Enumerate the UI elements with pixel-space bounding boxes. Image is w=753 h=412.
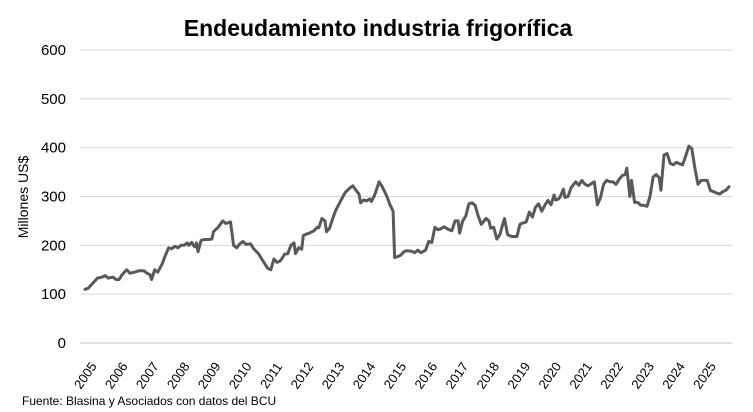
x-tick-label-2006: 2006 bbox=[102, 359, 131, 391]
x-tick-label-2020: 2020 bbox=[535, 359, 564, 391]
x-tick-label-2019: 2019 bbox=[504, 359, 533, 391]
y-tick-label-0: 0 bbox=[58, 335, 66, 352]
series-lines bbox=[83, 144, 731, 291]
x-tick-label-2011: 2011 bbox=[257, 360, 285, 392]
x-tick-label-2009: 2009 bbox=[195, 359, 224, 391]
x-tick-label-2008: 2008 bbox=[164, 359, 193, 391]
x-tick-label-2024: 2024 bbox=[659, 359, 688, 391]
x-tick-label-2010: 2010 bbox=[226, 359, 255, 391]
y-tick-label-200: 200 bbox=[41, 237, 66, 254]
series-line-0 bbox=[83, 144, 731, 291]
y-tick-label-300: 300 bbox=[41, 189, 66, 206]
x-tick-label-2013: 2013 bbox=[319, 359, 348, 391]
chart-title: Endeudamiento industria frigorífica bbox=[184, 15, 573, 41]
x-tick-label-2021: 2021 bbox=[566, 359, 595, 391]
x-tick-label-2025: 2025 bbox=[690, 359, 719, 391]
y-axis-label: Millones US$ bbox=[15, 156, 31, 239]
x-tick-labels: 2005 2006 2007 2008 2009 2010 2011 2012 2013 2014… bbox=[71, 359, 719, 391]
x-tick-label-2017: 2017 bbox=[442, 359, 471, 391]
y-tick-label-100: 100 bbox=[41, 286, 66, 303]
x-tick-label-2007: 2007 bbox=[133, 359, 162, 391]
source-note: Fuente: Blasina y Asociados con datos de… bbox=[22, 394, 276, 408]
x-tick-label-2022: 2022 bbox=[597, 359, 626, 391]
y-tick-label-500: 500 bbox=[41, 91, 66, 108]
y-tick-label-600: 600 bbox=[41, 42, 66, 59]
y-tick-labels: 0 100 200 300 400 500 600 bbox=[41, 42, 66, 352]
x-tick-label-2005: 2005 bbox=[71, 359, 100, 391]
y-tick-label-400: 400 bbox=[41, 140, 66, 157]
x-tick-label-2018: 2018 bbox=[473, 359, 502, 391]
x-tick-label-2014: 2014 bbox=[350, 359, 379, 391]
x-tick-label-2023: 2023 bbox=[628, 359, 657, 391]
x-tick-label-2016: 2016 bbox=[411, 359, 440, 391]
x-tick-label-2015: 2015 bbox=[380, 359, 409, 391]
x-tick-label-2012: 2012 bbox=[288, 359, 317, 391]
